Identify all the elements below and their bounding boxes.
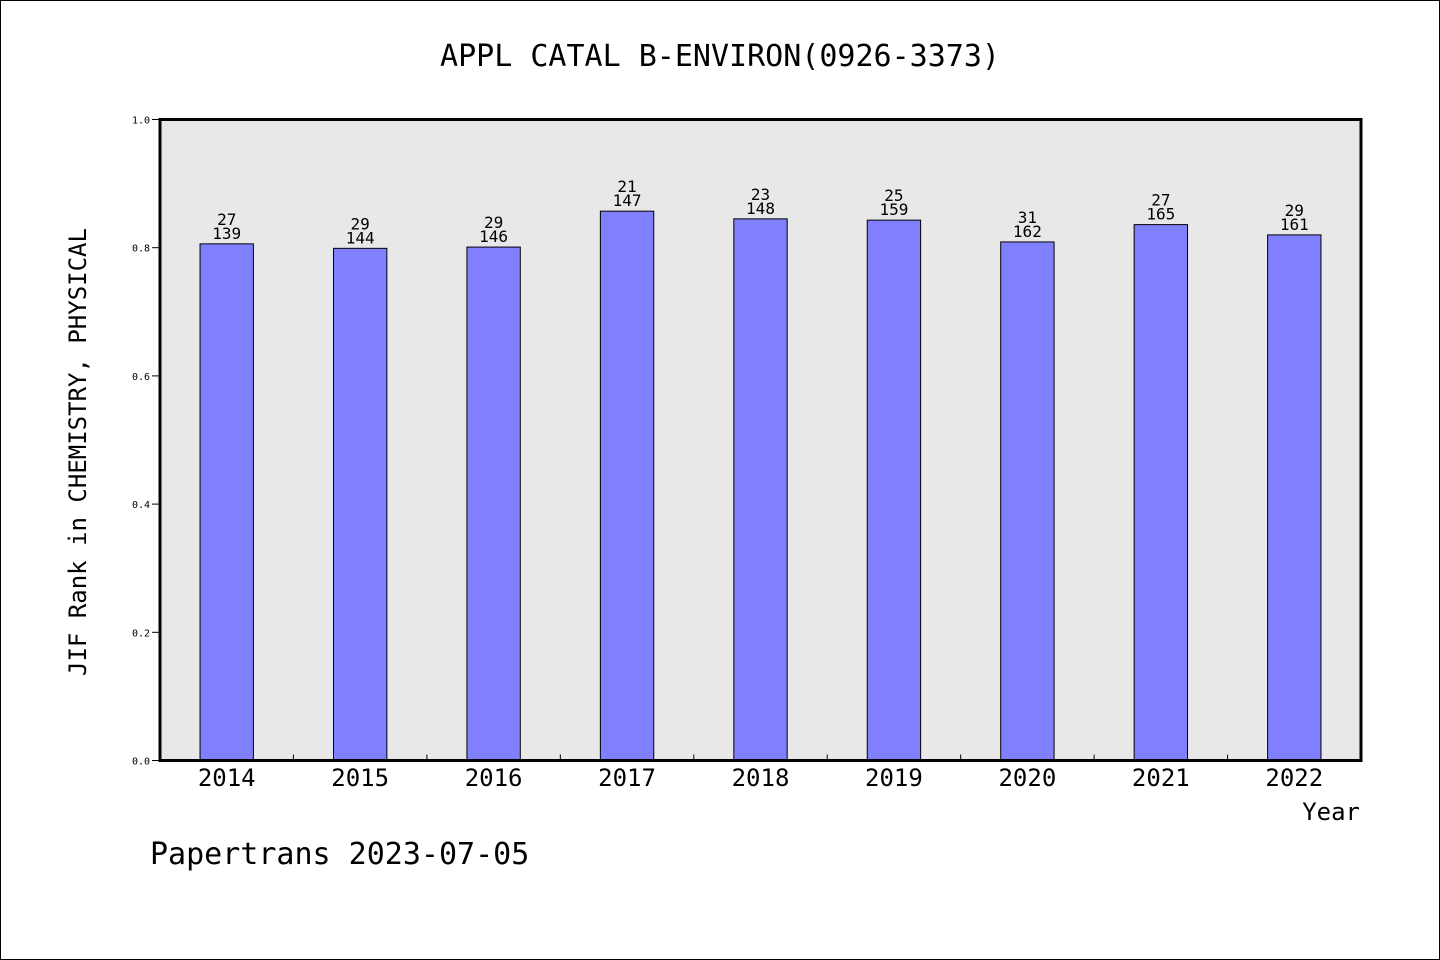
bar-total-label: 165	[1146, 205, 1175, 224]
bar-total-label: 144	[346, 228, 375, 247]
x-axis-label: Year	[1302, 798, 1360, 826]
bar-2014	[199, 243, 254, 761]
bar-rank-label: 23	[751, 185, 770, 204]
y-tick-label: 1.0	[132, 116, 150, 127]
y-tick-label: 0.2	[132, 628, 150, 639]
bar-total-label: 161	[1280, 215, 1309, 234]
x-tick-label: 2020	[998, 764, 1056, 792]
bar-2017	[599, 210, 655, 761]
x-tick-label: 2022	[1265, 764, 1323, 792]
bar-2018	[733, 218, 788, 762]
bar-rank-label: 29	[351, 214, 370, 233]
bar-total-label: 147	[613, 191, 642, 210]
plot-border	[158, 118, 1363, 762]
bar-rank-label: 29	[1285, 201, 1304, 220]
bar-total-label: 139	[212, 224, 241, 243]
bar-rank-label: 31	[1018, 208, 1037, 227]
y-tick-label: 0.0	[132, 757, 150, 768]
y-tick-label: 0.6	[132, 372, 150, 383]
bar-rank-label: 25	[884, 186, 903, 205]
x-tick-label: 2018	[732, 764, 790, 792]
bar-2021	[1133, 224, 1189, 761]
bar-total-label: 146	[479, 227, 508, 246]
bar-rank-label: 27	[1151, 191, 1170, 210]
bar-2019	[866, 219, 922, 761]
x-tick-label: 2016	[465, 764, 523, 792]
y-axis-label: JIF Rank in CHEMISTRY, PHYSICAL	[64, 228, 92, 676]
bar-total-label: 148	[746, 199, 775, 218]
x-tick-label: 2019	[865, 764, 923, 792]
bar-total-label: 162	[1013, 222, 1042, 241]
bar-rank-label: 29	[484, 213, 503, 232]
bar-rank-label: 27	[217, 210, 236, 229]
x-tick-label: 2014	[198, 764, 256, 792]
x-tick-label: 2021	[1132, 764, 1190, 792]
bar-2015	[332, 247, 388, 761]
bar-total-label: 159	[879, 200, 908, 219]
chart-title: APPL CATAL B-ENVIRON(0926-3373)	[440, 39, 1000, 74]
bar-2020	[1000, 241, 1055, 761]
bar-2022	[1267, 234, 1322, 761]
bar-2016	[466, 246, 521, 761]
bar-rank-label: 21	[617, 177, 636, 196]
x-tick-label: 2015	[331, 764, 389, 792]
y-tick-label: 0.4	[132, 500, 150, 511]
footer-credit: Papertrans 2023-07-05	[150, 837, 529, 872]
y-tick-label: 0.8	[132, 244, 150, 255]
x-tick-label: 2017	[598, 764, 656, 792]
